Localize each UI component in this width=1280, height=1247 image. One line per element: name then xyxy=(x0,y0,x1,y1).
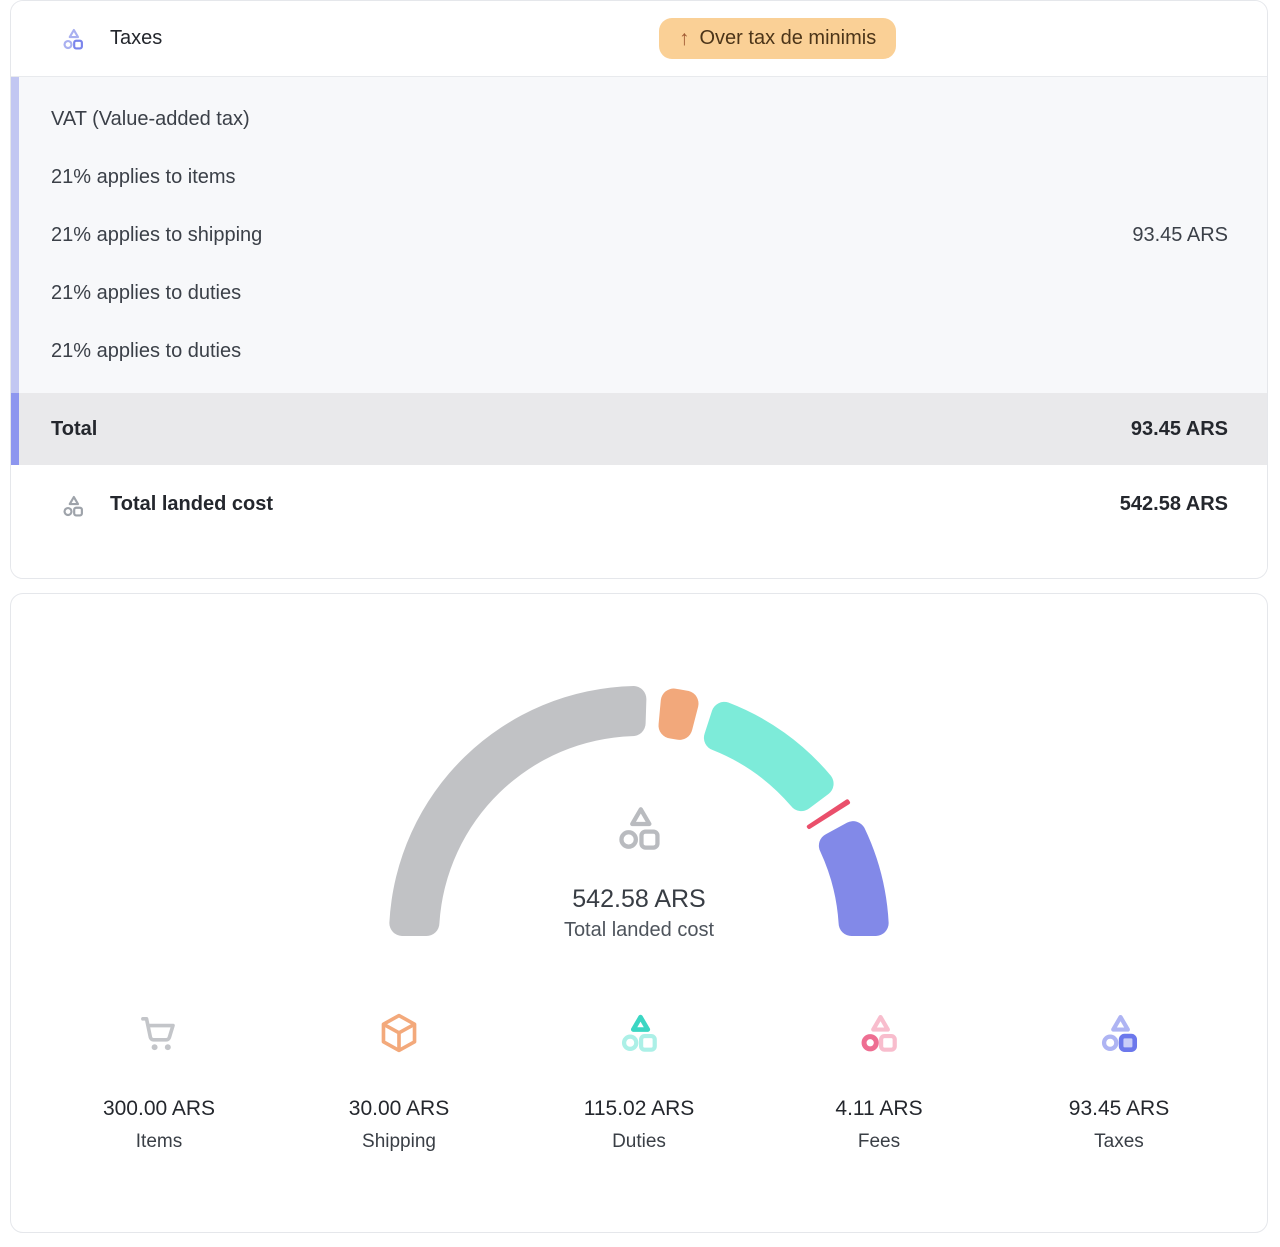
gauge-segment-taxes[interactable] xyxy=(818,821,889,937)
tax-breakdown-row: 21% applies to items xyxy=(51,148,1228,206)
fees-shapes-icon xyxy=(861,1014,897,1052)
legend-label: Duties xyxy=(612,1131,666,1152)
tax-breakdown-row: 21% applies to shipping 93.45 ARS xyxy=(51,206,1228,264)
tax-total-label: Total xyxy=(51,417,98,440)
tax-total-row: Total 93.45 ARS xyxy=(11,393,1267,465)
legend-item-taxes: 93.45 ARS Taxes xyxy=(999,1009,1239,1153)
legend-item-duties: 115.02 ARS Duties xyxy=(519,1009,759,1153)
total-landed-cost-label: Total landed cost xyxy=(110,493,273,515)
total-landed-cost-row: Total landed cost 542.58 ARS xyxy=(11,465,1267,578)
legend-label: Shipping xyxy=(362,1131,436,1152)
legend-value: 4.11 ARS xyxy=(835,1097,923,1120)
package-icon xyxy=(381,1013,417,1053)
tax-row-value: 93.45 ARS xyxy=(1132,223,1228,246)
gauge-segment-fees[interactable] xyxy=(806,799,851,829)
tax-breakdown-row: 21% applies to duties xyxy=(51,322,1228,380)
legend-label: Items xyxy=(135,1131,183,1152)
tax-breakdown-row: 21% applies to duties xyxy=(51,264,1228,322)
tax-row-label: 21% applies to shipping xyxy=(51,223,263,246)
tax-row-label: VAT (Value-added tax) xyxy=(51,107,250,130)
taxes-legend-shapes-icon xyxy=(1101,1014,1138,1052)
tax-row-label: 21% applies to duties xyxy=(51,339,242,362)
gauge-segment-shipping[interactable] xyxy=(658,688,699,740)
duties-shapes-icon xyxy=(621,1014,657,1052)
legend-label: Fees xyxy=(857,1131,901,1152)
legend-item-shipping: 30.00 ARS Shipping xyxy=(279,1009,519,1153)
badge-label: Over tax de minimis xyxy=(699,27,877,49)
legend-value: 300.00 ARS xyxy=(102,1097,216,1120)
taxes-card-header: Taxes ↑ Over tax de minimis xyxy=(11,1,1267,77)
legend-value: 30.00 ARS xyxy=(348,1097,450,1120)
arrow-up-icon: ↑ xyxy=(679,26,690,50)
gauge-chart xyxy=(389,686,889,937)
landed-cost-chart-card: 542.58 ARS Total landed cost 300.00 ARS … xyxy=(10,593,1268,1233)
cost-legend: 300.00 ARS Items 30.00 ARS Shipping xyxy=(39,1009,1239,1153)
tax-breakdown-section: VAT (Value-added tax) 21% applies to ite… xyxy=(11,77,1267,393)
taxes-shapes-icon xyxy=(63,28,83,50)
cart-icon xyxy=(141,1016,175,1051)
legend-item-items: 300.00 ARS Items xyxy=(39,1009,279,1153)
legend-value: 93.45 ARS xyxy=(1068,1097,1170,1120)
total-landed-cost-value: 542.58 ARS xyxy=(1119,493,1228,515)
landed-cost-shapes-icon xyxy=(63,495,83,517)
over-de-minimis-badge: ↑ Over tax de minimis xyxy=(659,18,897,59)
legend-item-fees: 4.11 ARS Fees xyxy=(759,1009,999,1153)
legend-value: 115.02 ARS xyxy=(583,1097,695,1120)
tax-breakdown-row: VAT (Value-added tax) xyxy=(51,90,1228,148)
taxes-section-title: Taxes xyxy=(110,27,163,49)
landed-cost-gauge: 542.58 ARS Total landed cost xyxy=(359,651,919,951)
tax-total-value: 93.45 ARS xyxy=(1130,417,1228,440)
legend-label: Taxes xyxy=(1094,1131,1144,1152)
tax-row-label: 21% applies to duties xyxy=(51,281,242,304)
tax-row-label: 21% applies to items xyxy=(51,165,236,188)
taxes-card: Taxes ↑ Over tax de minimis VAT (Value-a… xyxy=(10,0,1268,579)
gauge-segment-items[interactable] xyxy=(389,686,647,937)
gauge-segment-duties[interactable] xyxy=(703,701,834,812)
